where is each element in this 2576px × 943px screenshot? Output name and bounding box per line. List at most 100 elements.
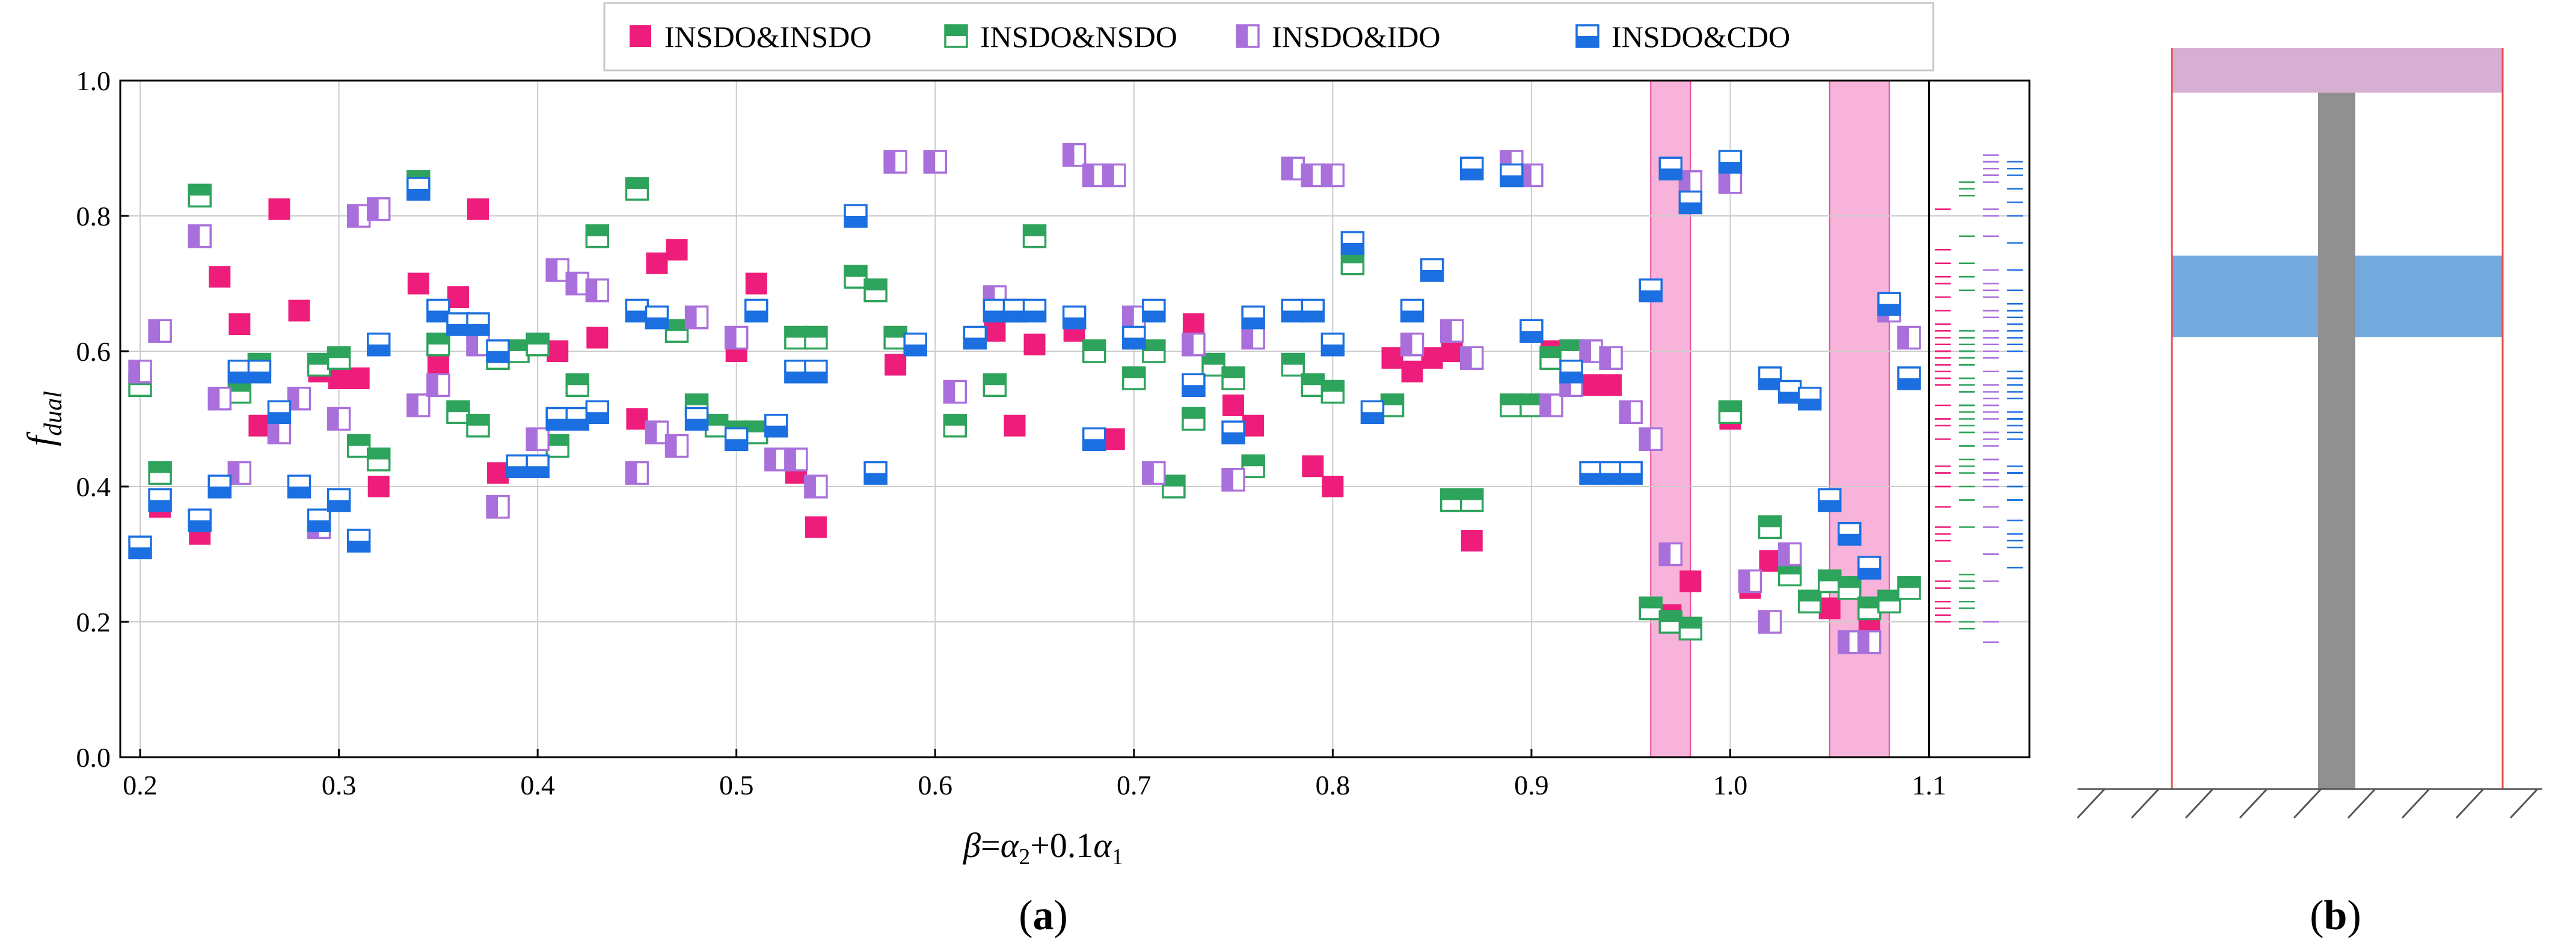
data-point (346, 204, 371, 228)
data-point (1539, 346, 1563, 370)
data-point (287, 475, 311, 499)
marker-half (1580, 340, 1592, 362)
data-point (983, 373, 1007, 397)
data-point (1320, 163, 1345, 188)
data-point (526, 427, 550, 451)
marker-half (1779, 392, 1801, 403)
data-point (327, 488, 351, 512)
marker-fill (467, 198, 489, 220)
data-point (366, 197, 391, 221)
data-point (585, 400, 610, 424)
marker-half (1203, 354, 1225, 365)
data-point (1142, 298, 1166, 323)
marker-half (1759, 516, 1781, 527)
marker-half (845, 216, 867, 227)
data-point (545, 258, 569, 282)
data-point (346, 529, 371, 553)
y-tick-label: 0.2 (76, 607, 111, 637)
data-point (1639, 427, 1663, 451)
data-point (1062, 306, 1087, 330)
marker-fill (1421, 347, 1443, 369)
marker-half (1302, 374, 1324, 385)
data-point (1678, 170, 1703, 194)
marker-half (1242, 327, 1254, 349)
marker-half (865, 473, 887, 484)
marker-half (288, 487, 310, 497)
data-point (1718, 400, 1743, 424)
x-label-plus: +0.1 (1030, 826, 1093, 865)
legend-label: INSDO&CDO (1612, 20, 1790, 54)
data-point (128, 360, 152, 384)
marker-half (527, 428, 538, 450)
data-point (1500, 163, 1524, 188)
data-point (1441, 340, 1463, 362)
data-point (446, 312, 470, 336)
data-point (287, 387, 311, 411)
marker-half (328, 500, 350, 511)
marker-half (1838, 631, 1850, 653)
x-tick-label: 0.8 (1316, 770, 1351, 800)
marker-half (725, 439, 747, 450)
marker-half (1342, 243, 1364, 254)
marker-half (785, 327, 807, 338)
hatch-mark (2293, 788, 2322, 819)
data-point (1122, 366, 1146, 390)
marker-half (586, 412, 609, 423)
marker-half (527, 466, 549, 478)
marker-half (1858, 631, 1869, 653)
marker-fill (367, 476, 390, 497)
marker-half (1779, 543, 1790, 565)
data-point (1301, 298, 1325, 323)
data-point (664, 319, 689, 343)
y-label-sub: dual (40, 391, 67, 436)
data-point (307, 352, 331, 377)
marker-half (1640, 428, 1651, 450)
data-point (625, 177, 649, 201)
marker-half (1142, 340, 1165, 351)
data-point (1022, 224, 1047, 248)
marker-half (447, 401, 469, 413)
data-point (1599, 461, 1623, 485)
marker-fill (328, 367, 350, 389)
data-point (1838, 522, 1862, 546)
marker-half (1520, 331, 1542, 342)
data-point (1122, 325, 1146, 350)
data-point (1022, 298, 1047, 323)
marker-half (149, 500, 171, 511)
marker-half (129, 360, 141, 382)
data-point (805, 516, 827, 538)
marker-half (447, 324, 469, 335)
marker-fill (1222, 395, 1245, 416)
data-point (1142, 461, 1166, 485)
x-tick-label: 1.1 (1912, 770, 1946, 800)
marker-half (149, 462, 171, 473)
marker-half (1779, 564, 1801, 575)
marker-half (586, 225, 609, 236)
marker-half (1461, 489, 1483, 500)
data-point (1818, 597, 1841, 619)
marker-half (547, 435, 569, 446)
data-point (1658, 610, 1683, 634)
data-point (247, 360, 272, 384)
data-point (586, 327, 609, 349)
data-point (188, 224, 212, 248)
data-point (1401, 360, 1423, 382)
marker-fill (1759, 550, 1781, 572)
data-point (1678, 190, 1703, 215)
data-point (844, 204, 868, 228)
marker-half (328, 347, 350, 358)
data-point (1421, 347, 1443, 369)
x-tick-label: 0.9 (1514, 770, 1549, 800)
marker-half (1237, 25, 1248, 47)
marker-half (1719, 401, 1741, 413)
marker-half (1282, 310, 1304, 322)
marker-half (1719, 162, 1741, 173)
data-point (883, 325, 907, 350)
marker-half (1878, 591, 1900, 602)
marker-half (1083, 340, 1105, 351)
marker-half (1441, 320, 1452, 342)
data-point (1182, 333, 1206, 357)
marker-half (1838, 577, 1860, 588)
marker-half (1540, 347, 1562, 358)
marker-half (1679, 618, 1702, 629)
